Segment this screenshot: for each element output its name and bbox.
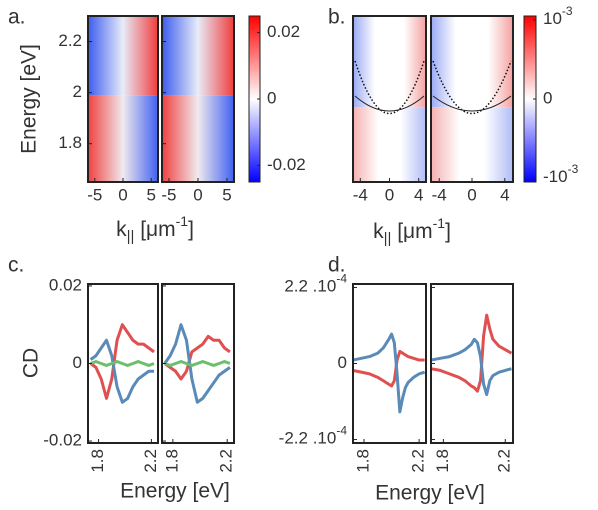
y-tick-label: 2.2 .10-4 <box>284 272 347 296</box>
x-tick-label: 0 <box>193 185 202 204</box>
colorbar-tick-label: -10-3 <box>543 162 579 186</box>
colorbar-tick-label-base: 10 <box>543 9 562 28</box>
colorbar-tick-label-exponent: -3 <box>562 4 573 18</box>
x-tick-label: 0 <box>118 185 127 204</box>
x-tick-label: -4 <box>432 185 447 204</box>
x-label-unit: [μm <box>391 220 432 243</box>
x-label-sup: -1 <box>176 213 189 229</box>
data-line <box>89 323 155 400</box>
y-tick-label: 2 <box>73 82 82 101</box>
axes-frame <box>430 283 514 444</box>
data-line <box>90 360 155 367</box>
x-tick-label: 5 <box>222 185 231 204</box>
dispersion-curve <box>432 60 512 115</box>
x-tick-label: -5 <box>161 185 176 204</box>
x-tick-label: 4 <box>414 185 423 204</box>
data-line <box>430 337 512 397</box>
x-axis-label: k|| [μm-1] <box>373 215 451 247</box>
heatmap-region <box>162 16 234 96</box>
y-tick-label: 0 <box>73 353 82 372</box>
colorbar-tick-label: 10-3 <box>543 4 573 28</box>
data-line <box>89 338 155 404</box>
x-label-end: ] <box>445 220 451 243</box>
x-tick-label: 1.8 <box>433 449 452 473</box>
x-tick-label: 1.8 <box>88 449 107 473</box>
dispersion-curve <box>354 95 425 112</box>
x-tick-label: 4 <box>500 185 509 204</box>
dispersion-curve <box>432 95 512 112</box>
data-line <box>163 334 231 381</box>
y-tick-label: 0.02 <box>49 275 82 294</box>
x-label-sub: || <box>127 228 135 245</box>
x-tick-label: 1.8 <box>354 449 373 473</box>
x-tick-label: -5 <box>87 185 102 204</box>
y-tick-label-exponent: -4 <box>336 272 347 286</box>
heatmap-region <box>88 16 158 96</box>
colorbar-tick-label: 0.02 <box>267 22 300 41</box>
colorbar-tick-label: 0 <box>543 88 552 107</box>
axes-frame <box>352 283 427 444</box>
y-tick-label: 1.8 <box>58 133 82 152</box>
x-tick-label: 2.2 <box>495 449 514 473</box>
x-tick-label: 0 <box>467 185 476 204</box>
x-tick-label: 0 <box>385 185 394 204</box>
data-line <box>163 323 231 404</box>
y-tick-label: -2.2 .10-4 <box>279 424 348 448</box>
x-axis-label: Energy [eV] <box>120 480 230 503</box>
x-axis-label: Energy [eV] <box>375 482 485 505</box>
panel-label: a. <box>8 6 26 29</box>
x-label-sup: -1 <box>433 215 446 231</box>
colorbar-tick-label-base: -10 <box>543 168 568 187</box>
y-axis-label: Energy [eV] <box>18 44 41 154</box>
x-label-base: k <box>116 218 127 241</box>
x-tick-label: 1.8 <box>162 449 181 473</box>
data-line <box>352 332 426 414</box>
y-tick-label-base: -2.2 .10 <box>279 429 337 448</box>
x-label-sub: || <box>384 230 392 247</box>
y-tick-label-base: 2.2 .10 <box>284 277 336 296</box>
y-tick-label: -0.02 <box>43 431 82 450</box>
x-label-base: k <box>373 220 384 243</box>
y-tick-label: 2.2 <box>58 31 82 50</box>
y-axis-label: CD <box>20 348 43 378</box>
colorbar-tick-label: 0 <box>267 88 276 107</box>
x-axis-label: k|| [μm-1] <box>116 213 194 245</box>
panel-label: d. <box>328 254 346 277</box>
x-tick-label: 2.2 <box>409 449 428 473</box>
heatmap-region <box>162 95 234 182</box>
panel-label: c. <box>8 254 24 277</box>
heatmap-region <box>431 16 513 108</box>
x-label-end: ] <box>188 218 194 241</box>
data-line <box>430 313 513 393</box>
heatmap-region <box>353 107 426 182</box>
panel-label: b. <box>328 6 346 29</box>
x-tick-label: 2.2 <box>217 449 236 473</box>
heatmap-region <box>88 95 158 182</box>
x-tick-label: 2.2 <box>141 449 160 473</box>
colorbar-tick-label: -0.02 <box>267 155 306 174</box>
y-tick-label-exponent: -4 <box>336 424 347 438</box>
y-tick-label: 0 <box>338 353 347 372</box>
colorbar-tick-label-exponent: -3 <box>568 162 579 176</box>
heatmap-region <box>353 16 426 108</box>
x-tick-label: -4 <box>353 185 368 204</box>
data-line <box>164 360 231 367</box>
x-tick-label: 5 <box>146 185 155 204</box>
x-label-unit: [μm <box>134 218 175 241</box>
heatmap-region <box>431 107 513 182</box>
